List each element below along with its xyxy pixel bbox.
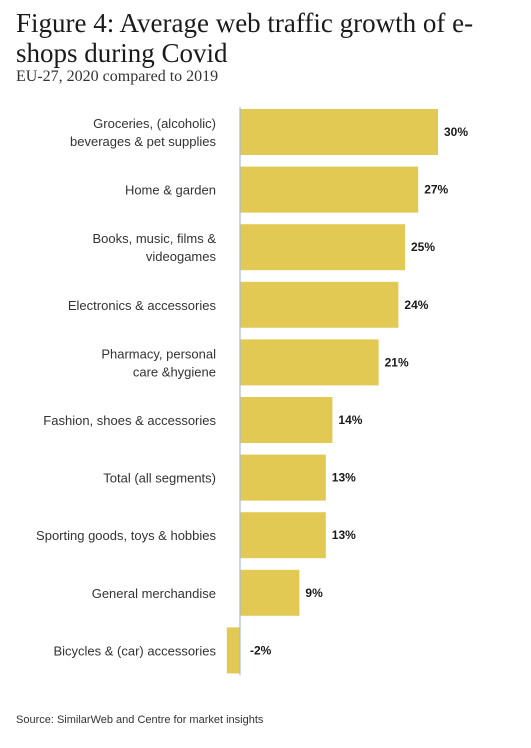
category-label: Books, music, films & videogames	[92, 231, 216, 264]
data-label: 14%	[338, 413, 362, 427]
category-label: Total (all segments)	[103, 471, 216, 486]
data-label: 21%	[385, 355, 409, 369]
data-label: 9%	[305, 586, 323, 600]
bar	[240, 512, 326, 559]
category-label: Home & garden	[125, 183, 216, 198]
data-label: 13%	[332, 528, 356, 542]
category-label: Bicycles & (car) accessories	[53, 643, 216, 658]
bar	[240, 281, 399, 328]
category-label: Groceries, (alcoholic) beverages & pet su…	[70, 116, 216, 149]
chart-title: Figure 4: Average web traffic growth of …	[16, 8, 474, 68]
source-note: Source: SimilarWeb and Centre for market…	[16, 714, 264, 726]
bar	[240, 454, 326, 501]
category-label: General merchandise	[92, 586, 216, 601]
category-label: Fashion, shoes & accessories	[43, 413, 216, 428]
bar	[240, 339, 379, 386]
category-label: Sporting goods, toys & hobbies	[36, 528, 216, 543]
data-label: 25%	[411, 240, 435, 254]
bar	[240, 109, 438, 155]
category-label: Electronics & accessories	[68, 298, 217, 313]
bar	[240, 224, 405, 271]
category-label: Pharmacy, personal care &hygiene	[101, 346, 216, 379]
bar	[240, 166, 419, 213]
data-label: 27%	[424, 183, 448, 197]
bar	[226, 627, 240, 674]
data-label: 13%	[332, 471, 356, 485]
data-label: -2%	[250, 643, 272, 657]
data-label: 30%	[444, 125, 468, 139]
bar	[240, 569, 300, 616]
chart-subtitle: EU-27, 2020 compared to 2019	[16, 68, 219, 85]
bar	[240, 397, 333, 443]
bar-chart: 30% Groceries, (alcoholic) beverages & pet…	[36, 107, 468, 676]
data-label: 24%	[404, 298, 428, 312]
